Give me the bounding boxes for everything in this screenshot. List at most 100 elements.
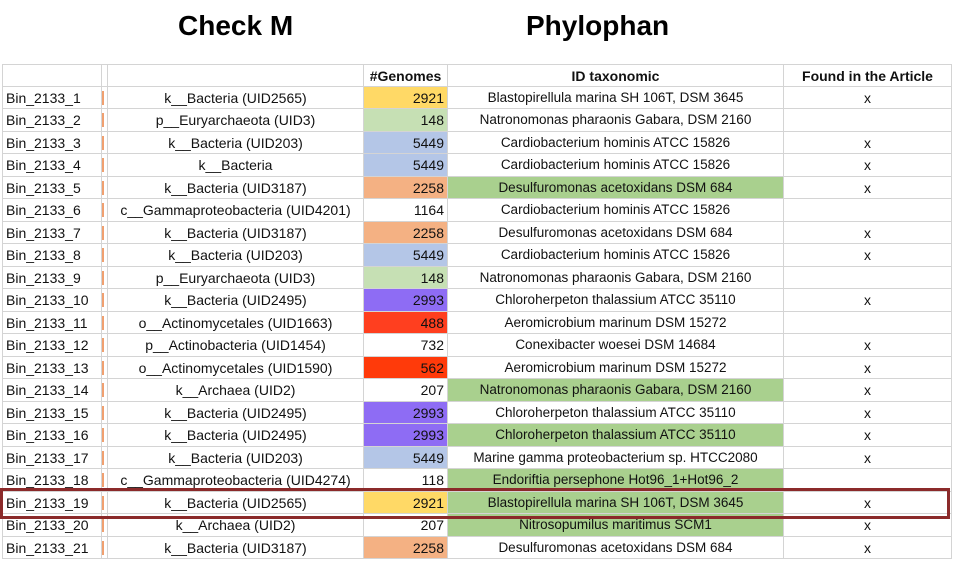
lineage-cell[interactable]: k__Bacteria (UID3187) <box>108 536 364 559</box>
lineage-cell[interactable]: k__Bacteria (UID2495) <box>108 424 364 447</box>
found-cell[interactable]: x <box>784 379 952 402</box>
lineage-cell[interactable]: k__Bacteria (UID2565) <box>108 491 364 514</box>
bin-cell[interactable]: Bin_2133_8 <box>2 244 102 267</box>
genomes-cell[interactable]: 488 <box>364 311 448 334</box>
genomes-cell[interactable]: 2258 <box>364 176 448 199</box>
found-cell[interactable]: x <box>784 154 952 177</box>
bin-cell[interactable]: Bin_2133_9 <box>2 266 102 289</box>
id-taxonomic-cell[interactable]: Natronomonas pharaonis Gabara, DSM 2160 <box>448 379 784 402</box>
id-taxonomic-cell[interactable]: Desulfuromonas acetoxidans DSM 684 <box>448 176 784 199</box>
genomes-cell[interactable]: 148 <box>364 266 448 289</box>
bin-cell[interactable]: Bin_2133_11 <box>2 311 102 334</box>
id-taxonomic-cell[interactable]: Marine gamma proteobacterium sp. HTCC208… <box>448 446 784 469</box>
genomes-cell[interactable]: 207 <box>364 514 448 537</box>
genomes-cell[interactable]: 1164 <box>364 199 448 222</box>
id-taxonomic-cell[interactable]: Desulfuromonas acetoxidans DSM 684 <box>448 221 784 244</box>
found-cell[interactable]: x <box>784 401 952 424</box>
found-cell[interactable]: x <box>784 131 952 154</box>
lineage-cell[interactable]: o__Actinomycetales (UID1663) <box>108 311 364 334</box>
found-cell[interactable]: x <box>784 221 952 244</box>
lineage-cell[interactable]: k__Bacteria <box>108 154 364 177</box>
genomes-cell[interactable]: 2993 <box>364 424 448 447</box>
bin-cell[interactable]: Bin_2133_15 <box>2 401 102 424</box>
bin-cell[interactable]: Bin_2133_13 <box>2 356 102 379</box>
lineage-cell[interactable]: k__Bacteria (UID203) <box>108 244 364 267</box>
found-cell[interactable]: x <box>784 334 952 357</box>
lineage-cell[interactable]: p__Actinobacteria (UID1454) <box>108 334 364 357</box>
id-taxonomic-cell[interactable]: Chloroherpeton thalassium ATCC 35110 <box>448 289 784 312</box>
genomes-cell[interactable]: 2993 <box>364 401 448 424</box>
bin-cell[interactable]: Bin_2133_4 <box>2 154 102 177</box>
id-taxonomic-cell[interactable]: Endoriftia persephone Hot96_1+Hot96_2 <box>448 469 784 492</box>
bin-cell[interactable]: Bin_2133_16 <box>2 424 102 447</box>
id-taxonomic-cell[interactable]: Conexibacter woesei DSM 14684 <box>448 334 784 357</box>
id-taxonomic-cell[interactable]: Cardiobacterium hominis ATCC 15826 <box>448 244 784 267</box>
lineage-cell[interactable]: k__Bacteria (UID2495) <box>108 289 364 312</box>
lineage-cell[interactable]: k__Bacteria (UID2565) <box>108 86 364 109</box>
found-cell[interactable] <box>784 199 952 222</box>
lineage-cell[interactable]: c__Gammaproteobacteria (UID4201) <box>108 199 364 222</box>
lineage-cell[interactable]: o__Actinomycetales (UID1590) <box>108 356 364 379</box>
genomes-cell[interactable]: 562 <box>364 356 448 379</box>
found-cell[interactable]: x <box>784 289 952 312</box>
bin-cell[interactable]: Bin_2133_1 <box>2 86 102 109</box>
bin-cell[interactable]: Bin_2133_17 <box>2 446 102 469</box>
lineage-cell[interactable]: k__Archaea (UID2) <box>108 379 364 402</box>
found-cell[interactable] <box>784 109 952 132</box>
id-taxonomic-cell[interactable]: Blastopirellula marina SH 106T, DSM 3645 <box>448 86 784 109</box>
genomes-cell[interactable]: 5449 <box>364 446 448 469</box>
genomes-cell[interactable]: 118 <box>364 469 448 492</box>
found-cell[interactable]: x <box>784 446 952 469</box>
found-cell[interactable]: x <box>784 176 952 199</box>
bin-cell[interactable]: Bin_2133_10 <box>2 289 102 312</box>
genomes-cell[interactable]: 2258 <box>364 221 448 244</box>
found-cell[interactable]: x <box>784 491 952 514</box>
bin-cell[interactable]: Bin_2133_19 <box>2 491 102 514</box>
genomes-cell[interactable]: 2993 <box>364 289 448 312</box>
bin-cell[interactable]: Bin_2133_12 <box>2 334 102 357</box>
found-cell[interactable]: x <box>784 86 952 109</box>
lineage-cell[interactable]: p__Euryarchaeota (UID3) <box>108 109 364 132</box>
lineage-cell[interactable]: c__Gammaproteobacteria (UID4274) <box>108 469 364 492</box>
found-cell[interactable]: x <box>784 424 952 447</box>
bin-cell[interactable]: Bin_2133_20 <box>2 514 102 537</box>
found-cell[interactable] <box>784 311 952 334</box>
lineage-cell[interactable]: k__Bacteria (UID3187) <box>108 221 364 244</box>
id-taxonomic-cell[interactable]: Natronomonas pharaonis Gabara, DSM 2160 <box>448 266 784 289</box>
found-cell[interactable]: x <box>784 356 952 379</box>
found-cell[interactable]: x <box>784 514 952 537</box>
lineage-cell[interactable]: k__Bacteria (UID3187) <box>108 176 364 199</box>
genomes-cell[interactable]: 5449 <box>364 244 448 267</box>
bin-cell[interactable]: Bin_2133_14 <box>2 379 102 402</box>
lineage-cell[interactable]: k__Archaea (UID2) <box>108 514 364 537</box>
id-taxonomic-cell[interactable]: Nitrosopumilus maritimus SCM1 <box>448 514 784 537</box>
genomes-cell[interactable]: 2258 <box>364 536 448 559</box>
genomes-cell[interactable]: 2921 <box>364 491 448 514</box>
lineage-cell[interactable]: k__Bacteria (UID2495) <box>108 401 364 424</box>
id-taxonomic-cell[interactable]: Chloroherpeton thalassium ATCC 35110 <box>448 401 784 424</box>
id-taxonomic-cell[interactable]: Cardiobacterium hominis ATCC 15826 <box>448 199 784 222</box>
lineage-cell[interactable]: p__Euryarchaeota (UID3) <box>108 266 364 289</box>
id-taxonomic-cell[interactable]: Desulfuromonas acetoxidans DSM 684 <box>448 536 784 559</box>
id-taxonomic-cell[interactable]: Blastopirellula marina SH 106T, DSM 3645 <box>448 491 784 514</box>
id-taxonomic-cell[interactable]: Cardiobacterium hominis ATCC 15826 <box>448 154 784 177</box>
bin-cell[interactable]: Bin_2133_6 <box>2 199 102 222</box>
found-cell[interactable]: x <box>784 244 952 267</box>
lineage-cell[interactable]: k__Bacteria (UID203) <box>108 446 364 469</box>
genomes-cell[interactable]: 148 <box>364 109 448 132</box>
bin-cell[interactable]: Bin_2133_18 <box>2 469 102 492</box>
bin-cell[interactable]: Bin_2133_3 <box>2 131 102 154</box>
genomes-cell[interactable]: 5449 <box>364 154 448 177</box>
found-cell[interactable] <box>784 469 952 492</box>
genomes-cell[interactable]: 207 <box>364 379 448 402</box>
genomes-cell[interactable]: 2921 <box>364 86 448 109</box>
id-taxonomic-cell[interactable]: Aeromicrobium marinum DSM 15272 <box>448 356 784 379</box>
id-taxonomic-cell[interactable]: Aeromicrobium marinum DSM 15272 <box>448 311 784 334</box>
found-cell[interactable] <box>784 266 952 289</box>
id-taxonomic-cell[interactable]: Natronomonas pharaonis Gabara, DSM 2160 <box>448 109 784 132</box>
found-cell[interactable]: x <box>784 536 952 559</box>
genomes-cell[interactable]: 5449 <box>364 131 448 154</box>
genomes-cell[interactable]: 732 <box>364 334 448 357</box>
lineage-cell[interactable]: k__Bacteria (UID203) <box>108 131 364 154</box>
bin-cell[interactable]: Bin_2133_2 <box>2 109 102 132</box>
